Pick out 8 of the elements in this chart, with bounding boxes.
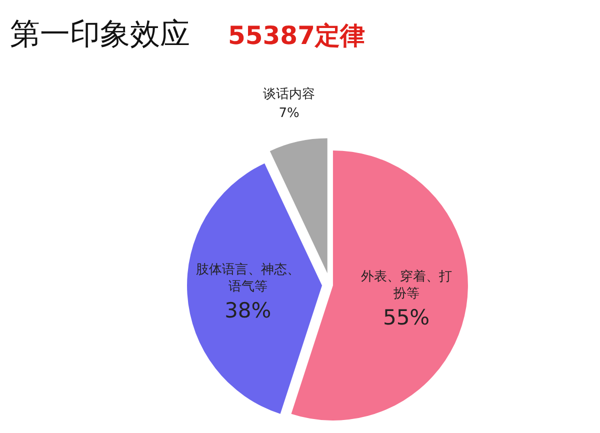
slice-label: 肢体语言、神态、语气等 [196, 262, 300, 295]
data-label: 38% [224, 298, 272, 323]
chart-title: 第一印象效应 [10, 17, 190, 52]
data-label: 7% [278, 106, 300, 122]
chart-subtitle: 55387定律 [228, 21, 365, 50]
data-label: 55% [382, 306, 430, 330]
slice-label: 谈话内容 [263, 86, 316, 102]
slice-label: 外表、穿着、打扮等 [360, 268, 452, 302]
